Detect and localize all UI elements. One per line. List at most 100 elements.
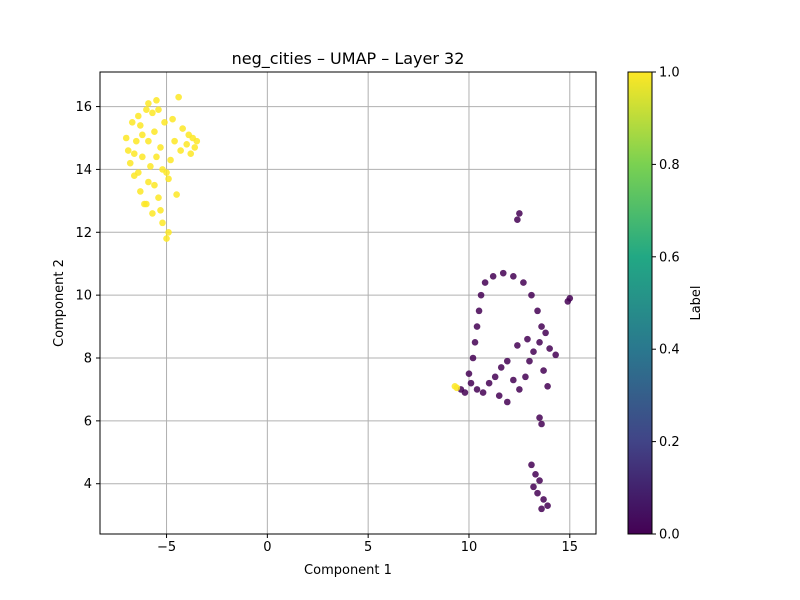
scatter-point <box>161 118 168 126</box>
scatter-point <box>149 210 156 217</box>
scatter-point <box>461 389 469 396</box>
colorbar-tick-label: 0.2 <box>659 435 680 450</box>
scatter-point <box>191 144 199 151</box>
x-axis-label: Component 1 <box>304 563 392 578</box>
x-tick-label: 0 <box>263 540 271 555</box>
scatter-point <box>477 291 485 299</box>
scatter-point <box>544 502 551 510</box>
y-tick-label: 10 <box>75 289 92 304</box>
scatter-point <box>485 379 493 387</box>
scatter-point <box>528 461 535 469</box>
y-tick-label: 12 <box>75 226 92 241</box>
scatter-point <box>153 96 160 104</box>
colorbar-label: Label <box>689 285 704 320</box>
scatter-point <box>499 269 507 277</box>
scatter-point <box>187 150 195 158</box>
colorbar-gradient <box>627 71 653 535</box>
scatter-point <box>481 279 489 286</box>
scatter-point <box>489 272 497 280</box>
colorbar-tick-label: 0.4 <box>659 343 680 358</box>
x-tick-label: −5 <box>157 540 176 555</box>
scatter-point <box>538 323 545 330</box>
scatter-point <box>532 470 539 478</box>
scatter-point <box>143 106 150 114</box>
y-tick-label: 8 <box>84 352 92 367</box>
scatter-point <box>155 106 162 114</box>
scatter-point <box>139 153 146 161</box>
colorbar-ticks: 0.0 0.2 0.4 0.6 0.8 1.0 <box>652 66 680 543</box>
scatter-point <box>536 338 543 346</box>
scatter-point <box>163 235 170 242</box>
scatter-point <box>510 376 517 384</box>
scatter-point <box>157 206 164 214</box>
scatter-point <box>503 357 511 365</box>
scatter-point <box>151 181 158 189</box>
scatter-point <box>542 329 549 337</box>
scatter-point <box>491 373 499 381</box>
scatter-point <box>157 144 164 151</box>
scatter-point <box>175 93 182 101</box>
scatter-point <box>177 147 184 154</box>
x-tick-label: 10 <box>461 540 478 555</box>
y-tick-label: 16 <box>75 100 92 115</box>
scatter-point <box>522 373 529 381</box>
scatter-point <box>514 342 521 349</box>
scatter-point <box>137 188 144 195</box>
scatter-point <box>145 100 152 107</box>
scatter-point <box>193 137 201 145</box>
scatter-point <box>510 272 517 280</box>
scatter-point <box>540 496 547 503</box>
colorbar-tick-label: 0.8 <box>659 158 680 173</box>
colorbar-tick-label: 0.6 <box>659 250 680 265</box>
scatter-point <box>159 219 166 227</box>
y-tick-label: 6 <box>84 414 92 429</box>
scatter-point <box>179 125 186 132</box>
scatter-point <box>124 147 132 154</box>
scatter-point <box>132 137 140 145</box>
scatter-point <box>475 307 483 315</box>
scatter-point <box>471 338 479 346</box>
scatter-point <box>552 351 559 359</box>
scatter-point <box>528 291 535 299</box>
x-tick-label: 5 <box>364 540 372 555</box>
scatter-point <box>169 115 176 123</box>
scatter-point <box>467 379 475 387</box>
scatter-point <box>538 420 545 428</box>
scatter-point <box>530 483 537 491</box>
scatter-point <box>130 150 138 158</box>
scatter-point <box>526 357 533 365</box>
colorbar-tick-label: 0.0 <box>659 528 680 543</box>
scatter-point <box>147 162 154 170</box>
y-tick-label: 14 <box>75 163 92 178</box>
scatter-point <box>469 354 477 362</box>
scatter-point <box>465 370 473 378</box>
scatter-point <box>183 140 190 148</box>
scatter-point <box>135 169 142 176</box>
scatter-point <box>122 134 130 142</box>
scatter-point <box>143 200 150 208</box>
scatter-point <box>453 384 461 392</box>
scatter-point <box>167 156 174 164</box>
scatter-point <box>497 364 505 371</box>
scatter-point <box>473 386 481 393</box>
scatter-point <box>165 228 172 236</box>
y-tick-label: 4 <box>84 477 92 492</box>
scatter-point <box>149 109 156 117</box>
scatter-point <box>503 398 511 406</box>
scatter-point <box>546 345 553 352</box>
scatter-point <box>514 216 521 224</box>
scatter-point <box>159 166 166 173</box>
scatter-point <box>540 367 547 374</box>
scatter-point <box>516 210 523 217</box>
plot-frame <box>99 71 597 535</box>
scatter-point <box>495 392 503 400</box>
scatter-point <box>536 414 543 422</box>
scatter-point <box>165 175 172 183</box>
scatter-point <box>128 118 136 126</box>
scatter-point <box>135 112 142 120</box>
scatter-point <box>530 348 537 356</box>
grid-layer <box>100 72 596 534</box>
scatter-point <box>520 279 527 286</box>
scatter-point <box>151 128 158 136</box>
